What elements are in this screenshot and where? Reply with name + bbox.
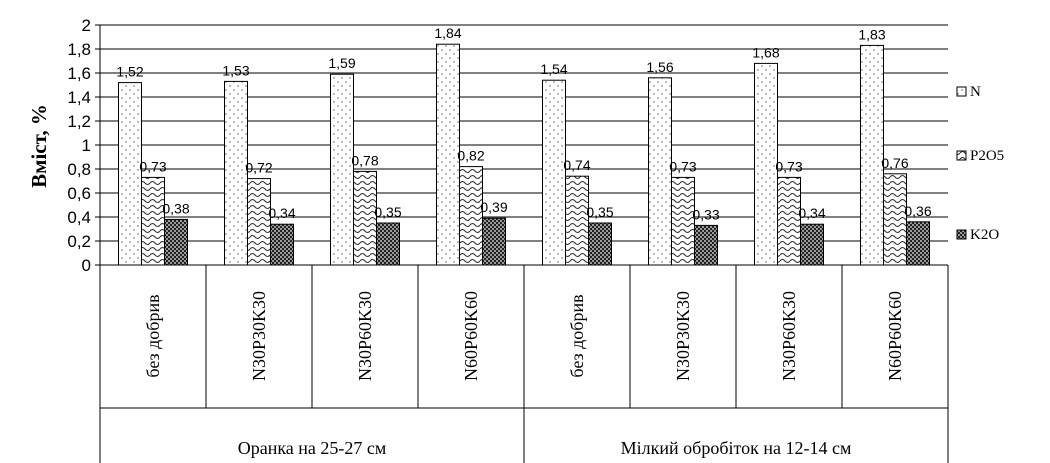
data-label: 0,38: [162, 200, 189, 216]
data-label: 0,73: [775, 158, 802, 174]
data-label: 0,78: [351, 152, 378, 168]
bar-p2o5: [353, 170, 377, 266]
legend-swatch-n: [956, 86, 967, 97]
bar-k2o: [694, 224, 718, 266]
data-label: 1,83: [858, 26, 885, 42]
bar-p2o5: [883, 173, 907, 266]
category-label: без добрив: [143, 294, 163, 377]
y-axis-label: Вміст, %: [27, 104, 51, 188]
category-label: без добрив: [567, 294, 587, 377]
y-tick-label: 0,6: [67, 184, 91, 203]
data-label: 1,59: [328, 55, 355, 71]
bar-n: [648, 77, 672, 266]
data-label: 0,35: [586, 204, 613, 220]
category-label: N60P60K60: [461, 291, 481, 381]
y-tick-label: 0,4: [67, 208, 91, 227]
data-label: 1,68: [752, 44, 779, 60]
bar-k2o: [376, 222, 400, 266]
group-label: Оранка на 25-27 см: [238, 438, 387, 458]
data-label: 0,72: [245, 160, 272, 176]
bar-p2o5: [459, 166, 483, 266]
legend: N P2O5 K2O: [956, 84, 1004, 243]
bar-k2o: [906, 221, 930, 266]
group-label: Мілкий обробіток на 12-14 см: [621, 438, 852, 458]
bar-k2o: [270, 223, 294, 266]
category-label: N30P60K30: [355, 291, 375, 381]
data-label: 0,39: [480, 199, 507, 215]
bar-k2o: [800, 223, 824, 266]
data-label: 0,76: [881, 155, 908, 171]
data-label: 0,35: [374, 204, 401, 220]
legend-swatch-k2o: [956, 229, 967, 240]
bar-n: [224, 80, 248, 266]
data-label: 0,73: [139, 158, 166, 174]
bar-n: [860, 44, 884, 266]
y-tick-label: 0,2: [67, 232, 91, 251]
data-label: 1,54: [540, 61, 567, 77]
data-label: 0,34: [798, 205, 825, 221]
category-labels: без добрив N30P30K30 N30P60K30 N60P60K60 без…: [143, 291, 905, 458]
data-label: 0,74: [563, 157, 590, 173]
bar-p2o5: [777, 176, 801, 266]
data-label: 0,34: [268, 205, 295, 221]
data-labels: 1,52 0,73 0,38 1,53 0,72 0,34 1,59 0,78 0,35 1,84…: [116, 25, 931, 222]
bar-n: [118, 82, 142, 266]
data-label: 1,53: [222, 62, 249, 78]
y-tick-label: 0: [82, 256, 91, 275]
bar-n: [436, 43, 460, 266]
bar-p2o5: [141, 176, 165, 266]
data-label: 1,52: [116, 64, 143, 80]
data-label: 1,56: [646, 59, 673, 75]
y-tick-label: 1,8: [67, 40, 91, 59]
bar-k2o: [588, 222, 612, 266]
bar-n: [542, 79, 566, 266]
legend-label: N: [970, 84, 981, 100]
data-label: 0,36: [904, 203, 931, 219]
bar-n: [754, 62, 778, 266]
y-tick-label: 1: [82, 136, 91, 155]
category-label: N30P30K30: [249, 291, 269, 381]
category-label: N60P60K60: [885, 291, 905, 381]
bars: [118, 43, 930, 266]
bar-p2o5: [671, 176, 695, 266]
category-label: N30P30K30: [673, 291, 693, 381]
axes: 0 0,2 0,4 0,6 0,8 1 1,2 1,4 1,6 1,8 2: [67, 16, 949, 463]
bar-k2o: [482, 217, 506, 266]
y-tick-label: 1,2: [67, 112, 91, 131]
data-label: 0,73: [669, 158, 696, 174]
y-tick-label: 1,6: [67, 64, 91, 83]
bar-k2o: [164, 218, 188, 266]
y-tick-label: 1,4: [67, 88, 91, 107]
y-tick-label: 0,8: [67, 160, 91, 179]
legend-swatch-p2o5: [956, 150, 967, 161]
data-label: 1,84: [434, 25, 461, 41]
bar-p2o5: [247, 178, 271, 266]
bar-n: [330, 73, 354, 266]
legend-label: P2O5: [970, 148, 1004, 164]
legend-label: K2O: [970, 227, 999, 243]
category-label: N30P60K30: [779, 291, 799, 381]
y-tick-label: 2: [82, 16, 91, 35]
data-label: 0,82: [457, 148, 484, 164]
bar-p2o5: [565, 175, 589, 266]
data-label: 0,33: [692, 206, 719, 222]
